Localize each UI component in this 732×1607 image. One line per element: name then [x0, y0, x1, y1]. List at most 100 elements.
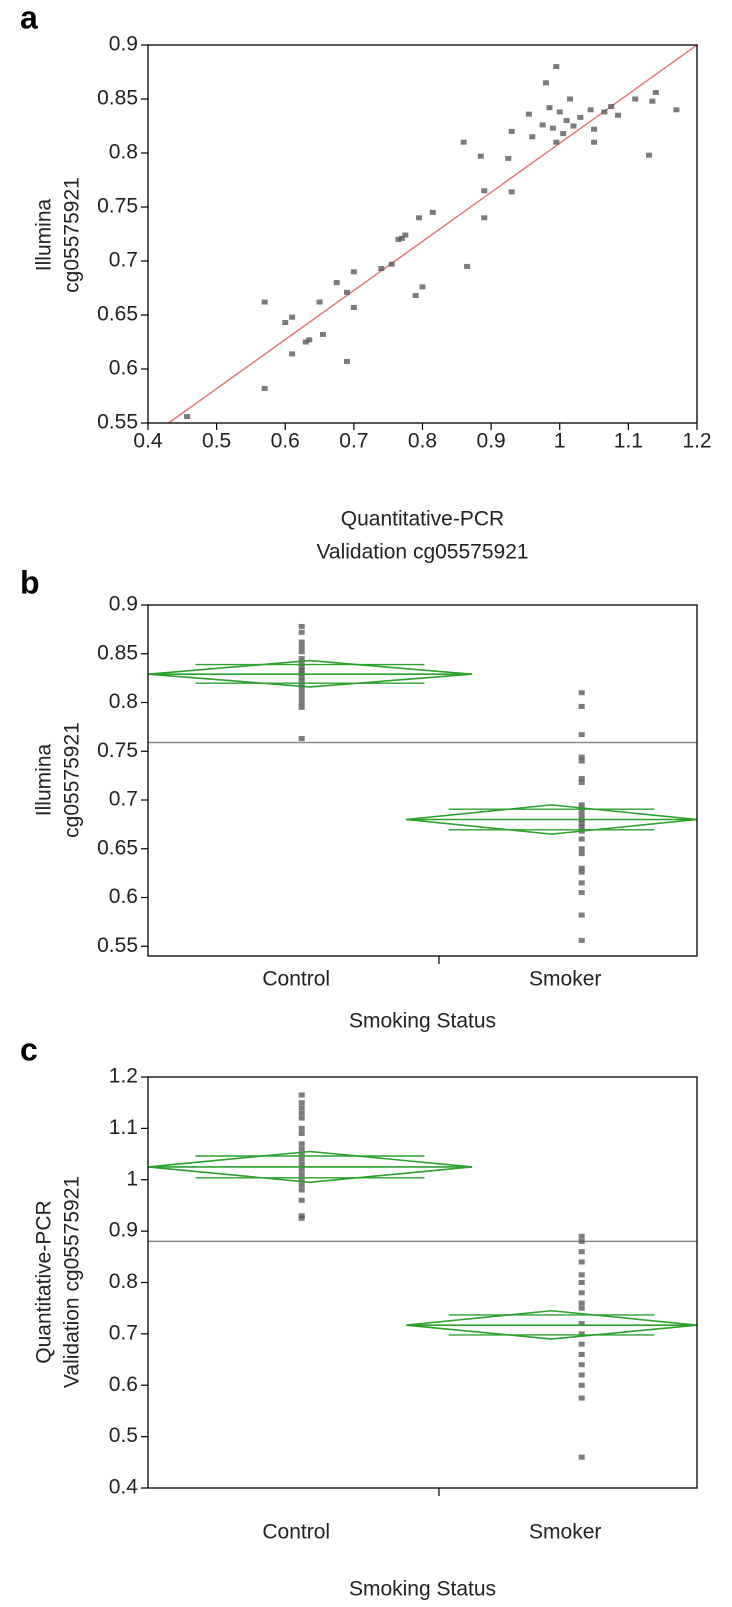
- point: [481, 215, 488, 221]
- point: [289, 314, 296, 320]
- point: [344, 358, 351, 364]
- point: [398, 235, 405, 241]
- point: [298, 685, 305, 691]
- point: [298, 623, 305, 629]
- point: [298, 1156, 305, 1162]
- y-tick-label: 0.5: [109, 1424, 138, 1447]
- y-tick-label: 0.85: [97, 87, 138, 110]
- point: [549, 125, 556, 131]
- y-tick-label: 0.7: [109, 1321, 138, 1344]
- y-tick-label: 1.2: [109, 1065, 138, 1088]
- panel-label: a: [20, 0, 38, 35]
- x-tick-label: Smoker: [529, 1521, 601, 1544]
- point: [412, 293, 419, 299]
- x-tick-label: 1.2: [682, 430, 711, 453]
- y-tick-label: 0.65: [97, 836, 138, 859]
- point: [578, 1300, 585, 1306]
- point: [298, 1187, 305, 1193]
- point: [298, 1100, 305, 1106]
- point: [578, 865, 585, 871]
- y-tick-label: 0.55: [97, 934, 138, 957]
- point: [505, 155, 512, 161]
- point: [578, 1249, 585, 1255]
- x-tick-label: 0.4: [133, 430, 163, 453]
- y-axis-label: Illumina: [33, 744, 56, 817]
- y-tick-label: 0.9: [109, 1219, 138, 1242]
- y-tick-label: 0.65: [97, 303, 138, 326]
- point: [402, 232, 409, 238]
- y-axis-label: cg05575921: [61, 177, 84, 293]
- point: [306, 337, 313, 343]
- point: [578, 776, 585, 782]
- point: [578, 937, 585, 943]
- point: [460, 139, 467, 145]
- y-tick-label: 0.9: [109, 593, 138, 616]
- point: [525, 111, 532, 117]
- point: [298, 678, 305, 684]
- point: [578, 802, 585, 808]
- point: [289, 351, 296, 357]
- y-tick-label: 1.1: [109, 1116, 138, 1139]
- point: [578, 732, 585, 738]
- point: [298, 664, 305, 670]
- x-axis-label: Quantitative-PCR: [341, 508, 504, 531]
- point: [298, 656, 305, 662]
- plot-frame: [147, 44, 698, 424]
- fit-line: [168, 45, 697, 423]
- point: [298, 704, 305, 710]
- point: [578, 912, 585, 918]
- point: [298, 670, 305, 676]
- point: [298, 1110, 305, 1116]
- point: [578, 846, 585, 852]
- y-tick-label: 0.8: [109, 141, 138, 164]
- plot-frame: [147, 1076, 698, 1489]
- point: [298, 690, 305, 696]
- point: [416, 215, 423, 221]
- point: [587, 107, 594, 113]
- point: [298, 700, 305, 705]
- point: [298, 649, 305, 655]
- y-tick-label: 0.55: [97, 411, 138, 434]
- point: [578, 851, 585, 857]
- point: [298, 629, 305, 635]
- point: [184, 414, 191, 420]
- point: [591, 126, 598, 132]
- point: [546, 105, 553, 111]
- point: [591, 139, 598, 145]
- point: [419, 284, 426, 290]
- y-tick-label: 1: [126, 1167, 138, 1190]
- point: [578, 890, 585, 896]
- point: [578, 1321, 585, 1327]
- point: [282, 320, 289, 326]
- point: [261, 299, 268, 305]
- point: [302, 339, 309, 345]
- point: [298, 674, 305, 680]
- point: [298, 1115, 305, 1121]
- point: [578, 1351, 585, 1357]
- point: [350, 269, 357, 275]
- point: [298, 682, 305, 688]
- point: [298, 1177, 305, 1183]
- point: [395, 236, 402, 242]
- point: [298, 1146, 305, 1152]
- y-axis-label: cg05575921: [61, 722, 84, 838]
- point: [508, 189, 515, 195]
- point: [578, 836, 585, 842]
- x-axis-label: Smoking Status: [349, 1578, 496, 1601]
- y-tick-label: 0.6: [109, 885, 138, 908]
- point: [578, 820, 585, 826]
- point: [578, 1372, 585, 1378]
- point: [673, 107, 680, 113]
- point: [298, 1166, 305, 1172]
- point: [578, 1454, 585, 1460]
- point: [578, 1382, 585, 1388]
- point: [298, 639, 305, 645]
- x-axis-label: Smoking Status: [349, 1010, 496, 1033]
- point: [508, 128, 515, 134]
- point: [333, 280, 340, 286]
- x-tick-label: 0.9: [477, 430, 506, 453]
- point: [298, 1213, 305, 1219]
- point: [388, 261, 395, 267]
- x-tick-label: 1: [554, 430, 566, 453]
